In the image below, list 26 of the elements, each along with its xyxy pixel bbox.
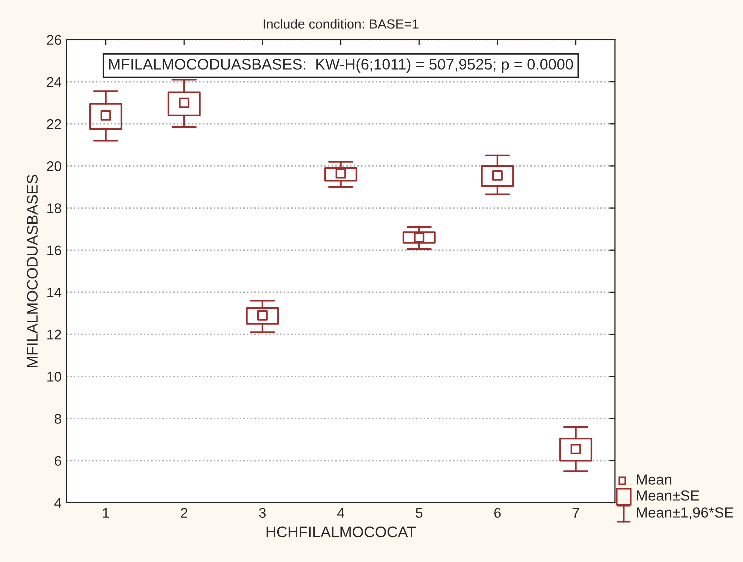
x-tick-label: 7	[572, 508, 580, 518]
y-tick-label: 14	[48, 288, 62, 298]
y-tick-label: 24	[47, 77, 62, 88]
x-tick-label: 5	[416, 508, 423, 518]
y-tick-label: 6	[54, 456, 62, 466]
annotation: MFILALMOCODUASBASES: KW-H(6;1011) = 507,9525; p = 0.0000	[109, 58, 574, 73]
y-tick-label: 16	[48, 246, 62, 256]
y-tick-label: 26	[47, 35, 62, 46]
y-axis-title: MFILALMOCODUASBASES	[27, 174, 38, 368]
y-tick-label: 12	[48, 330, 62, 340]
x-tick-label: 6	[494, 508, 501, 518]
text: Mean±1,96*SE	[637, 508, 734, 520]
y-tick-label: 10	[48, 372, 62, 382]
y-tick-label: 4	[54, 498, 62, 508]
y-tick-label: 22	[47, 119, 62, 130]
chart-title: Include condition: BASE=1	[264, 19, 419, 29]
text: Mean±SE	[637, 490, 700, 501]
y-tick-label: 20	[47, 162, 62, 172]
x-tick-label: 4	[337, 508, 344, 518]
x-tick-label: 1	[103, 508, 110, 518]
x-axis-title: HCHFILALMOCOCAT	[266, 526, 416, 538]
x-tick-label: 2	[181, 508, 188, 518]
y-tick-label: 18	[48, 204, 62, 214]
y-tick-label: 8	[54, 414, 62, 424]
text: Mean	[637, 474, 672, 485]
x-tick-label: 3	[259, 508, 266, 518]
